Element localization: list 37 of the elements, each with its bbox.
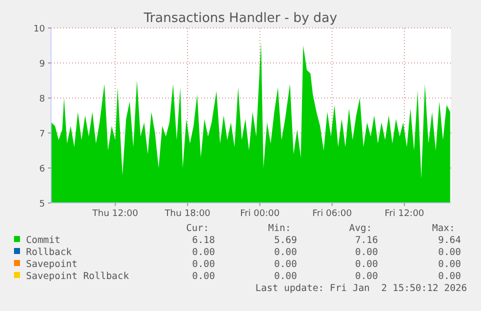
text: Min:	[268, 223, 291, 234]
x-tick-label: Fri 06:00	[312, 209, 352, 219]
text: Last update: Fri Jan 2 15:50:12 2026	[255, 283, 468, 294]
y-tick-label: 8	[39, 94, 46, 104]
text: 0.00	[192, 271, 216, 282]
y-tick-label: 9	[39, 60, 46, 70]
x-tick-label: Thu 18:00	[164, 209, 211, 219]
x-tick-label: Fri 12:00	[384, 209, 424, 219]
legend-label: Rollback	[26, 247, 72, 258]
chart-title: Transactions Handler - by day	[142, 11, 338, 26]
text: 0.00	[192, 247, 216, 258]
text: 9.64	[438, 235, 462, 246]
y-tick-label: 5	[39, 200, 45, 210]
text: 0.00	[274, 271, 298, 282]
x-tick-label: Fri 00:00	[240, 209, 280, 219]
legend-label: Savepoint Rollback	[26, 271, 130, 282]
text: 0.00	[438, 247, 462, 258]
legend-label: Savepoint	[26, 259, 78, 270]
text: 7.16	[355, 235, 378, 246]
x-tick-label: Thu 12:00	[91, 209, 138, 219]
text: 0.00	[355, 259, 378, 270]
y-tick-label: 6	[39, 164, 46, 174]
text: 0.00	[192, 259, 216, 270]
y-tick-label: 7	[39, 130, 45, 140]
text: 0.00	[438, 259, 462, 270]
text: Max:	[432, 223, 455, 234]
text: 5.69	[274, 235, 298, 246]
text: 0.00	[355, 247, 378, 258]
y-tick-label: 10	[34, 24, 46, 34]
text: 0.00	[438, 271, 462, 282]
text: 0.00	[274, 247, 298, 258]
text: 0.00	[355, 271, 378, 282]
text: Avg:	[349, 223, 372, 234]
text: Cur:	[186, 223, 209, 234]
text: 0.00	[274, 259, 298, 270]
legend-label: Commit	[26, 235, 60, 246]
text: 6.18	[192, 235, 216, 246]
